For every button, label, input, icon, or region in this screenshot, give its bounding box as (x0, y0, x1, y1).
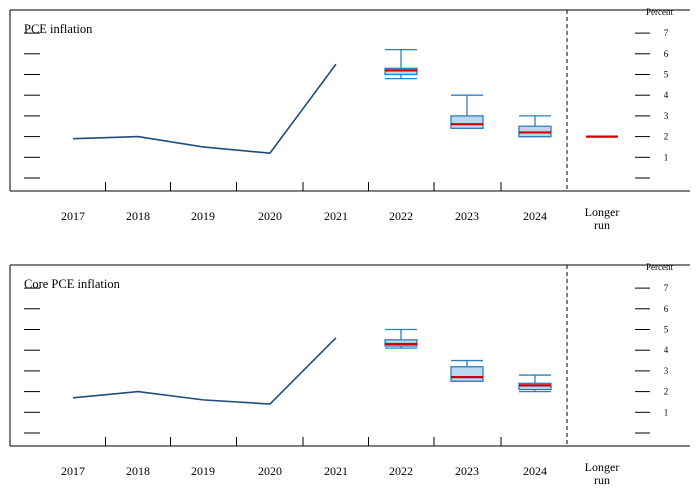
y-tick-label: 5 (664, 325, 669, 335)
x-tick-label: Longer (585, 460, 620, 474)
x-tick-label: 2022 (389, 209, 413, 223)
y-tick-label: 7 (664, 283, 669, 293)
y-tick-label: 7 (664, 28, 669, 38)
projection-box (451, 367, 483, 381)
y-tick-label: 4 (664, 345, 669, 355)
y-tick-label: 3 (664, 111, 669, 121)
x-tick-label: 2018 (126, 209, 150, 223)
x-tick-label: 2020 (258, 464, 282, 478)
x-tick-label: run (594, 218, 610, 232)
y-tick-label: 1 (664, 407, 669, 417)
x-tick-label: 2018 (126, 464, 150, 478)
panel-title: PCE inflation (24, 22, 93, 36)
x-tick-label: 2019 (191, 464, 215, 478)
chart-panel: Core PCE inflation Percent 1 2 3 4 5 6 7 2017 2018… (10, 262, 690, 487)
x-tick-label: 2023 (455, 464, 479, 478)
x-tick-label: 2022 (389, 464, 413, 478)
panel-title: Core PCE inflation (24, 277, 121, 291)
unit-label: Percent (646, 7, 673, 17)
actual-series-line (73, 64, 336, 153)
x-tick-label: 2024 (523, 209, 547, 223)
y-tick-label: 2 (664, 132, 669, 142)
actual-series-line (73, 338, 336, 404)
x-tick-label: Longer (585, 205, 620, 219)
chart-panel: PCE inflation Percent 1 2 3 4 5 6 7 2017 2018 2019 2… (10, 7, 690, 232)
y-tick-label: 6 (664, 304, 669, 314)
x-tick-label: 2019 (191, 209, 215, 223)
x-tick-label: 2024 (523, 464, 547, 478)
y-tick-label: 2 (664, 387, 669, 397)
x-tick-label: run (594, 473, 610, 487)
x-tick-label: 2023 (455, 209, 479, 223)
x-tick-label: 2020 (258, 209, 282, 223)
x-tick-label: 2021 (324, 464, 348, 478)
y-tick-label: 5 (664, 70, 669, 80)
x-tick-label: 2017 (61, 209, 85, 223)
y-tick-label: 4 (664, 90, 669, 100)
x-tick-label: 2017 (61, 464, 85, 478)
y-tick-label: 3 (664, 366, 669, 376)
y-tick-label: 6 (664, 49, 669, 59)
projection-box (451, 116, 483, 128)
y-tick-label: 1 (664, 152, 669, 162)
x-tick-label: 2021 (324, 209, 348, 223)
unit-label: Percent (646, 262, 673, 272)
